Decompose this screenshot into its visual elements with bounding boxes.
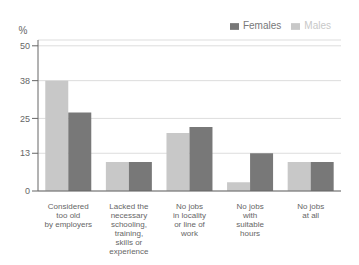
svg-text:No jobswithsuitablehours: No jobswithsuitablehours [236,202,264,238]
svg-text:13: 13 [20,148,30,158]
svg-text:Lacked thenecessaryschooling,t: Lacked thenecessaryschooling,training,sk… [109,202,149,256]
svg-text:25: 25 [20,114,30,124]
svg-text:No jobsin localityor line ofwo: No jobsin localityor line ofwork [173,202,206,238]
html-text:Females: Females [243,20,282,31]
html-text:Males: Males [304,20,331,31]
svg-text:50: 50 [20,41,30,51]
svg-text:%: % [19,25,28,36]
svg-text:Consideredtoo oldby employers: Consideredtoo oldby employers [45,202,93,229]
svg-text:0: 0 [25,186,30,196]
svg-text:No jobsat all: No jobsat all [297,202,324,220]
svg-text:38: 38 [20,76,30,86]
